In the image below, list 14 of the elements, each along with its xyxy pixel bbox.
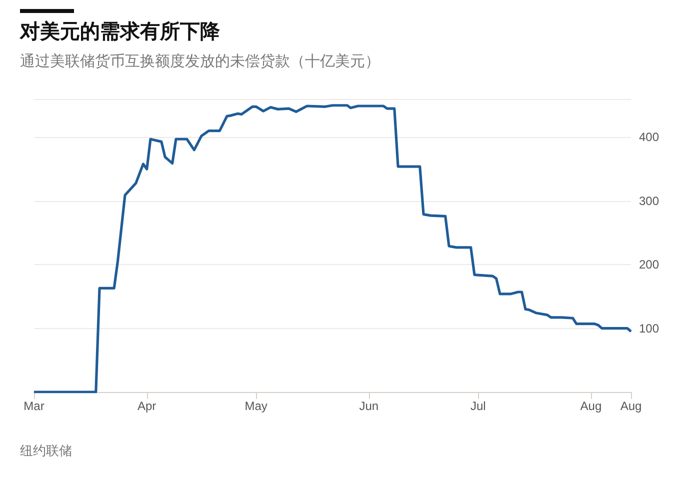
y-tick-label: 200 (639, 258, 660, 272)
x-tick-label: Apr (138, 399, 156, 413)
text: 纽约联储 (20, 443, 72, 460)
y-tick-label: 300 (639, 194, 660, 208)
y-tick-label: 400 (639, 130, 660, 144)
x-tick-label: Jun (359, 399, 379, 413)
y-tick-label: 100 (639, 321, 660, 336)
x-tick-label: Aug (620, 399, 642, 413)
x-tick-label: May (244, 399, 268, 413)
x-tick-label: Mar (24, 399, 44, 413)
chart-title: 对美元的需求有所下降 (20, 18, 220, 45)
x-tick-label: Jul (470, 399, 486, 413)
chart-subtitle: 通过美联储货币互换额度发放的未偿贷款（十亿美元） (20, 52, 380, 71)
x-tick-label: Aug (580, 399, 602, 413)
